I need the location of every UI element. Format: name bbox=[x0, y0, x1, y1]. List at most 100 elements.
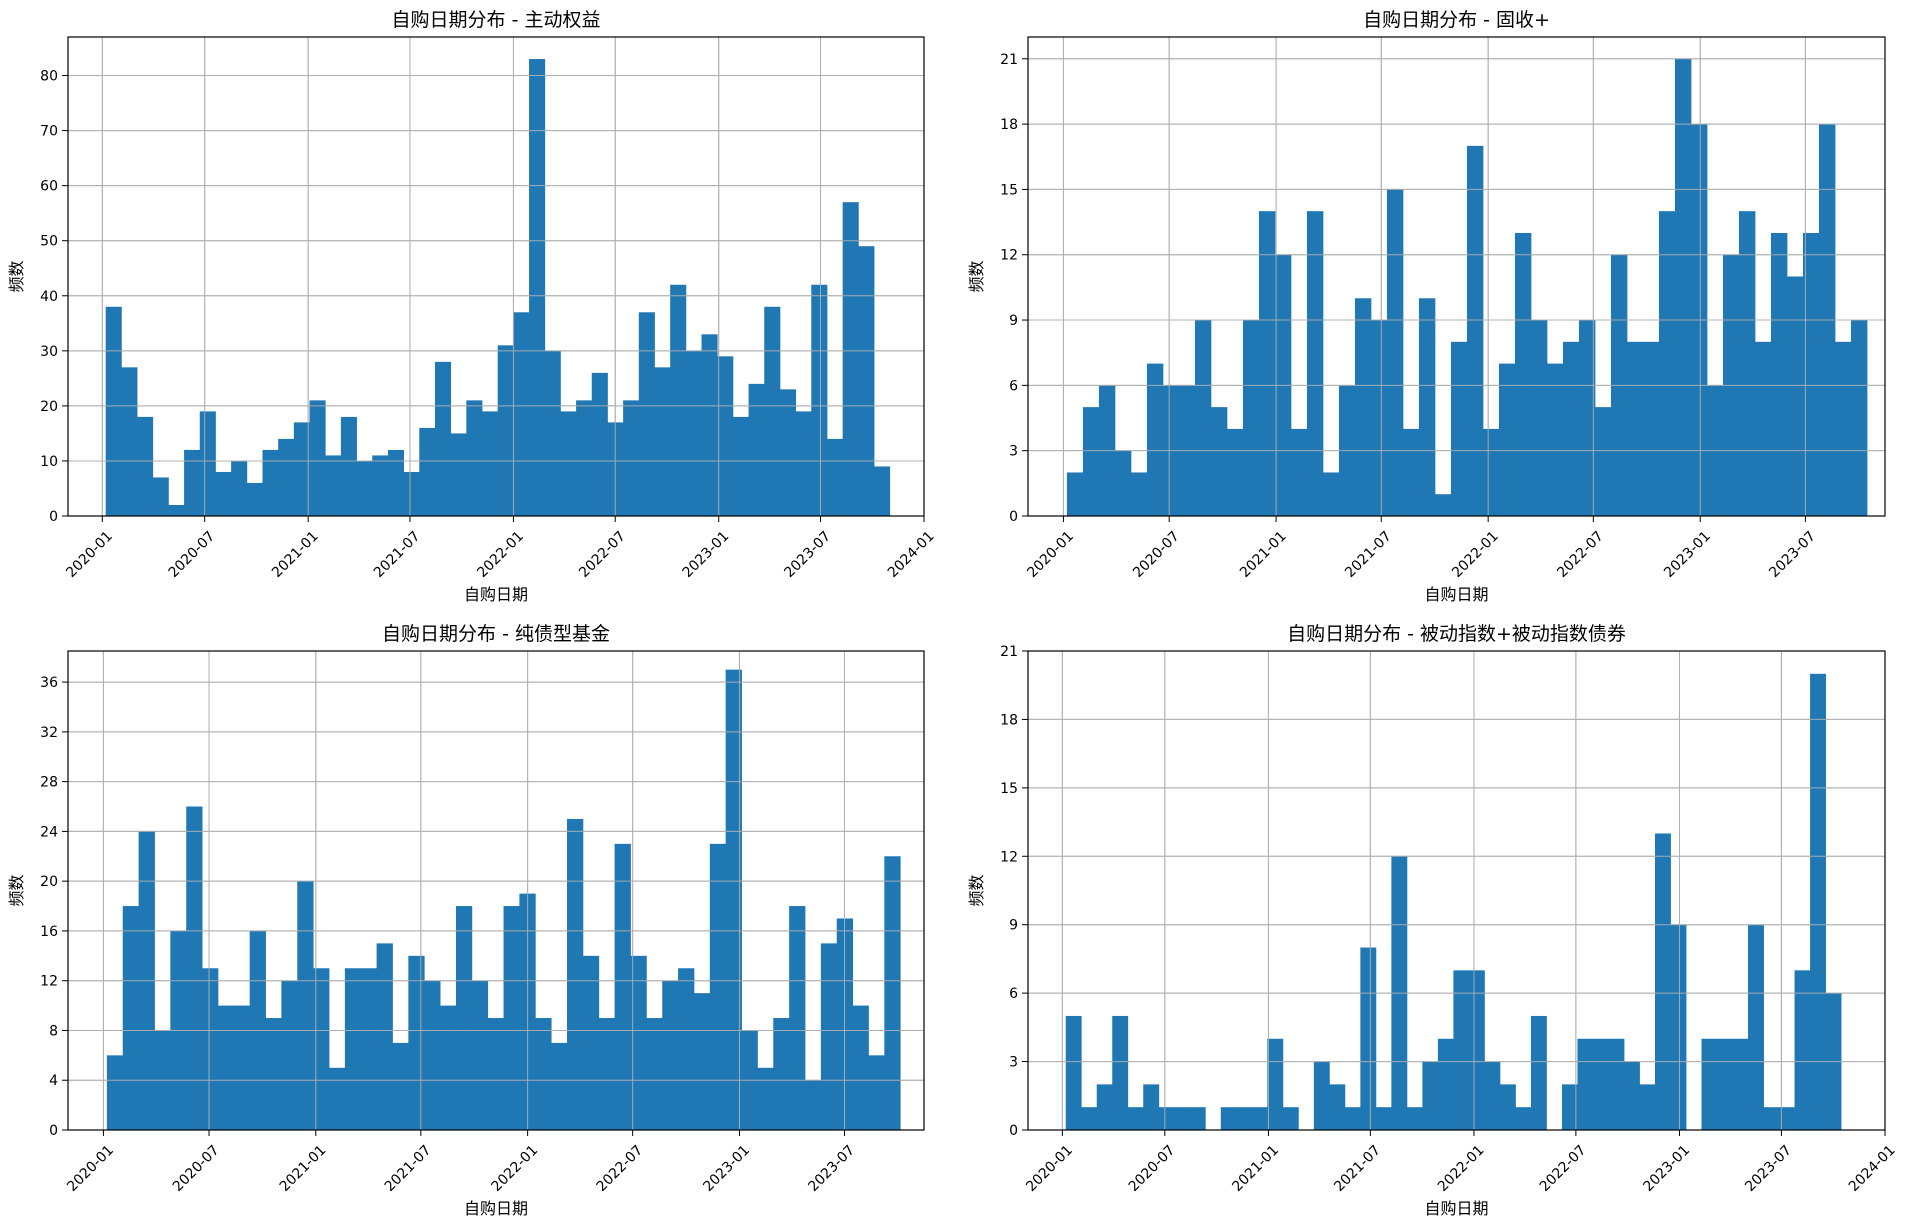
grid-overlay bbox=[1028, 37, 1885, 517]
histogram-bar bbox=[293, 422, 310, 516]
histogram-bar bbox=[1146, 363, 1164, 516]
histogram-bar bbox=[811, 284, 828, 516]
x-tick-label: 2023-07 bbox=[1742, 1142, 1795, 1195]
histogram-bar bbox=[1143, 1084, 1160, 1130]
x-tick-label: 2020-01 bbox=[1024, 528, 1077, 581]
y-axis-label: 频数 bbox=[7, 260, 26, 292]
histogram-bar bbox=[1236, 1107, 1253, 1130]
histogram-bar bbox=[858, 246, 875, 516]
histogram-bar bbox=[884, 856, 901, 1130]
histogram-bar bbox=[1594, 407, 1612, 516]
y-tick-label: 10 bbox=[40, 454, 58, 470]
y-tick-label: 28 bbox=[40, 775, 58, 791]
histogram-bar bbox=[779, 389, 797, 516]
histogram-bar bbox=[1578, 320, 1596, 516]
histogram-bar bbox=[1779, 1107, 1795, 1130]
histogram-bar bbox=[1482, 428, 1500, 516]
axes-frame bbox=[1027, 650, 1886, 1131]
y-tick-label: 3 bbox=[1009, 1055, 1018, 1071]
histogram-bar bbox=[1210, 407, 1228, 516]
histogram-bar bbox=[497, 345, 514, 516]
histogram-bar bbox=[868, 1055, 885, 1130]
x-tick-label: 2023-07 bbox=[805, 1142, 858, 1195]
y-tick-label: 21 bbox=[1000, 52, 1018, 68]
histogram-bar bbox=[1322, 472, 1340, 516]
axes-frame bbox=[67, 36, 925, 517]
histogram-bar bbox=[278, 438, 295, 516]
histogram-bar bbox=[1453, 970, 1470, 1130]
x-tick-label: 2024-01 bbox=[885, 528, 938, 581]
histogram-bar bbox=[717, 356, 734, 516]
x-tick-label: 2023-01 bbox=[1640, 1142, 1693, 1195]
x-tick-label: 2022-07 bbox=[1554, 528, 1607, 581]
x-tick-label: 2021-01 bbox=[269, 528, 322, 581]
chart-panel-4: 0 3 6 9 12 15 18 21 2020-01 2020-07 2021-01 2021-07… bbox=[967, 623, 1899, 1218]
x-tick-label: 2020-01 bbox=[1023, 1142, 1076, 1195]
histogram-bar bbox=[1194, 320, 1212, 516]
y-tick-label: 4 bbox=[49, 1073, 58, 1089]
y-tick-label: 70 bbox=[40, 124, 58, 140]
histogram-bar bbox=[1626, 341, 1644, 516]
histogram-bar bbox=[313, 968, 330, 1130]
histogram-bar bbox=[152, 477, 169, 516]
histogram-bar bbox=[598, 1018, 616, 1130]
y-tick-label: 0 bbox=[1009, 509, 1018, 525]
histogram-bar bbox=[654, 367, 671, 516]
histogram-bar bbox=[614, 843, 631, 1130]
x-tick-label: 2021-07 bbox=[382, 1142, 435, 1195]
x-tick-label: 2021-07 bbox=[1331, 1142, 1384, 1195]
histogram-bar bbox=[1658, 211, 1676, 516]
histogram-bar bbox=[1434, 494, 1452, 516]
histogram-bar bbox=[199, 411, 216, 516]
histogram-bar bbox=[344, 968, 362, 1130]
histogram-bar bbox=[874, 466, 891, 516]
histogram-bar bbox=[487, 1018, 504, 1130]
y-tick-label: 6 bbox=[1009, 986, 1018, 1002]
y-tick-label: 12 bbox=[1000, 248, 1018, 264]
y-tick-label: 21 bbox=[1000, 644, 1018, 660]
histogram-bar bbox=[325, 455, 342, 516]
x-tick-label: 2021-01 bbox=[1237, 528, 1290, 581]
histogram-bar bbox=[184, 449, 201, 516]
x-axis-label: 自购日期 bbox=[1424, 1199, 1488, 1218]
histogram-bar bbox=[424, 980, 441, 1130]
histogram-bar bbox=[1127, 1107, 1144, 1130]
histogram-bar bbox=[685, 350, 702, 516]
histogram-bar bbox=[1096, 1084, 1113, 1130]
y-tick-label: 60 bbox=[40, 179, 58, 195]
histogram-bar bbox=[1306, 211, 1324, 516]
histogram-bar bbox=[805, 1080, 822, 1130]
histogram-bar bbox=[1466, 145, 1484, 516]
histogram-bar bbox=[262, 449, 279, 516]
histogram-bar bbox=[1082, 407, 1100, 516]
histogram-bar bbox=[1422, 1061, 1439, 1130]
histogram-bar bbox=[1674, 58, 1692, 516]
histogram-bar bbox=[1329, 1084, 1346, 1130]
histogram-bar bbox=[1468, 970, 1485, 1130]
y-tick-label: 18 bbox=[1000, 712, 1018, 728]
x-tick-label: 2022-07 bbox=[1537, 1142, 1590, 1195]
chart-panel-2: 0 3 6 9 12 15 18 21 2020-01 2020-07 2021-01 2021-07… bbox=[967, 9, 1886, 604]
histogram-bar bbox=[105, 306, 122, 516]
x-tick-label: 2021-07 bbox=[371, 528, 424, 581]
histogram-bar bbox=[471, 980, 489, 1130]
y-axis-label: 频数 bbox=[967, 874, 986, 906]
chart-title: 自购日期分布 - 纯债型基金 bbox=[382, 623, 610, 645]
histogram-bar bbox=[329, 1067, 346, 1130]
x-tick-label: 2020-01 bbox=[64, 1142, 117, 1195]
y-axis-label: 频数 bbox=[967, 260, 986, 292]
y-tick-label: 3 bbox=[1009, 444, 1018, 460]
histogram-bar bbox=[1592, 1038, 1609, 1130]
histogram-bar bbox=[1794, 970, 1811, 1130]
histogram-bar bbox=[1850, 320, 1868, 516]
x-tick-label: 2020-01 bbox=[63, 528, 116, 581]
histogram-bar bbox=[356, 460, 373, 516]
axes-frame bbox=[67, 650, 925, 1131]
x-tick-label: 2020-07 bbox=[1126, 1142, 1179, 1195]
histogram-bar bbox=[1530, 1015, 1547, 1130]
x-tick-label: 2022-01 bbox=[489, 1142, 542, 1195]
histogram-bar bbox=[434, 361, 452, 516]
x-tick-label: 2023-07 bbox=[781, 528, 834, 581]
histogram-bar bbox=[1282, 1107, 1299, 1130]
histogram-bar bbox=[1515, 1107, 1532, 1130]
